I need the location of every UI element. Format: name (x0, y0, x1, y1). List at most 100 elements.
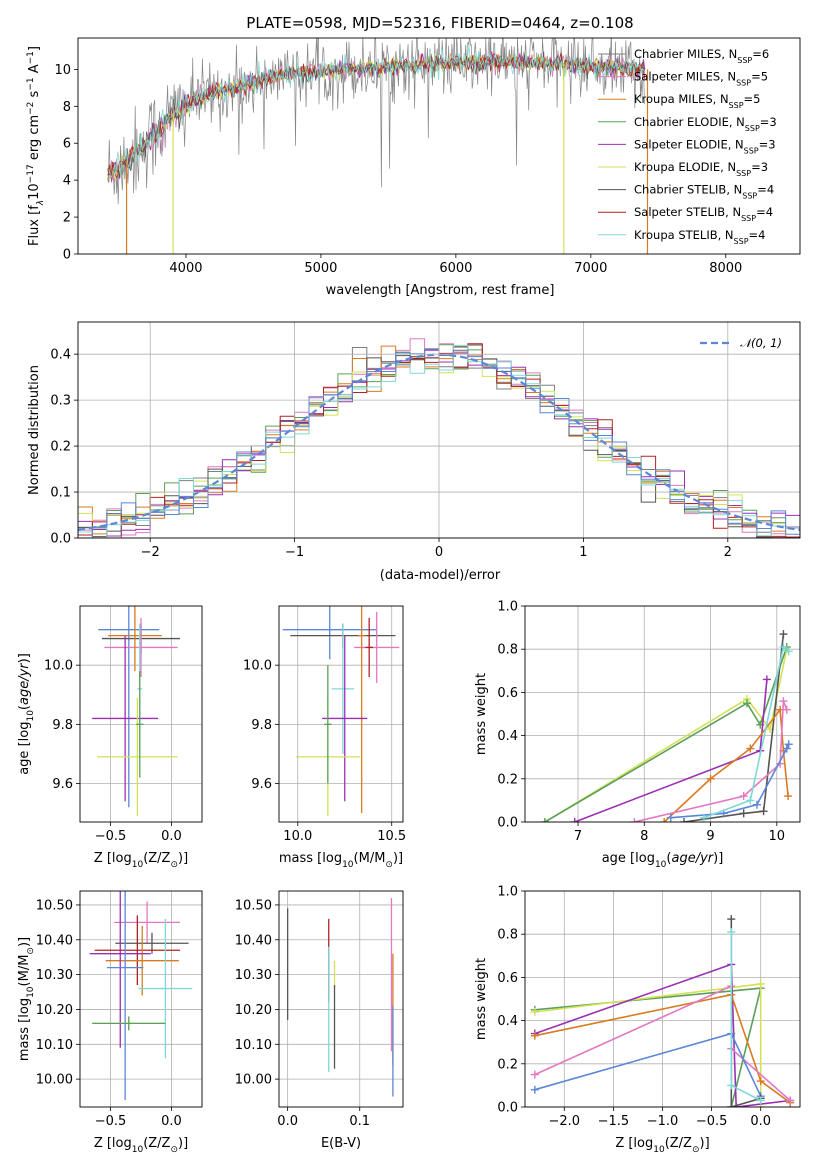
y-tick-label: 1.0 (497, 885, 518, 900)
x-tick-label: −1.5 (598, 1114, 630, 1129)
mass-weight-metallicity-ylabel: mass weight (474, 958, 489, 1040)
y-tick-label: 10.00 (235, 1073, 272, 1088)
weight-series-line (544, 646, 788, 822)
y-tick-label: 0.6 (497, 971, 518, 986)
axes-frame (524, 890, 801, 1108)
legend-label: Salpeter STELIB, NSSP=4 (634, 205, 773, 223)
y-tick-label: 9.8 (52, 718, 73, 733)
y-tick-label: 0.2 (497, 772, 518, 787)
y-tick-label: 9.6 (52, 777, 73, 792)
x-tick-label: −2.0 (548, 1114, 580, 1129)
spectrum-lines (107, 38, 649, 254)
y-tick-label: 10.10 (235, 1038, 272, 1053)
x-tick-label: −1.0 (647, 1114, 679, 1129)
y-tick-label: 0 (63, 248, 71, 263)
y-tick-label: 10.40 (235, 933, 272, 948)
mass-weight-metallicity-xlabel: Z [log10(Z/Z⊙)] (615, 1136, 709, 1155)
x-tick-label: −2 (141, 545, 160, 560)
spectrum-plot-area (107, 38, 649, 254)
y-tick-label: 9.6 (251, 777, 272, 792)
y-tick-label: 6 (63, 137, 71, 152)
axes-frame (79, 605, 203, 823)
x-tick-label: 10.5 (377, 829, 406, 844)
weight-series-line (534, 963, 791, 1107)
mass-vs-extinction-panel: 0.0 0.1 10.00 10.10 10.20 10.30 10.40 10.50 E(B-… (235, 890, 404, 1151)
residual-histogram-panel: −2 −1 0 1 2 0.0 0.1 0.2 0.3 0.4 (data-model)/erro… (27, 321, 801, 583)
legend-label: Kroupa MILES, NSSP=5 (634, 92, 760, 110)
mass-weight-vs-metallicity-panel: −2.0 −1.5 −1.0 −0.5 0.0 0.0 0.2 0.4 0.6 0.8 1.0 Z [… (474, 885, 801, 1155)
weight-lines (530, 915, 795, 1107)
spectrum-legend: Chabrier MILES, NSSP=6 Salpeter MILES, NS… (598, 47, 777, 245)
age-mass-xlabel: mass [log10(M/M⊙)] (279, 851, 403, 870)
legend-label: Kroupa ELODIE, NSSP=3 (634, 160, 768, 178)
weight-lines (540, 630, 793, 822)
y-tick-label: 0.2 (50, 440, 71, 455)
x-tick-label: 9 (706, 829, 714, 844)
y-tick-label: 0.2 (497, 1057, 518, 1072)
x-tick-label: 0.0 (750, 1114, 771, 1129)
axes-frame (278, 890, 404, 1108)
spectrum-panel: PLATE=0598, MJD=52316, FIBERID=0464, z=0… (26, 14, 801, 298)
y-tick-label: 2 (63, 211, 71, 226)
y-tick-label: 0.8 (497, 928, 518, 943)
spectrum-title: PLATE=0598, MJD=52316, FIBERID=0464, z=0… (246, 14, 633, 32)
axes-frame (524, 605, 801, 823)
legend-label: Salpeter ELODIE, NSSP=3 (634, 137, 776, 155)
legend-label: Chabrier ELODIE, NSSP=3 (634, 115, 777, 133)
y-tick-label: 0.4 (50, 348, 71, 363)
y-tick-label: 8 (63, 100, 71, 115)
y-tick-label: 0.8 (497, 643, 518, 658)
histogram-xlabel: (data-model)/error (380, 568, 501, 583)
histogram-axes: −2 −1 0 1 2 0.0 0.1 0.2 0.3 0.4 (50, 321, 801, 560)
y-tick-label: 0.4 (497, 1014, 518, 1029)
y-tick-label: 0.0 (497, 816, 518, 831)
errorbars (287, 897, 394, 1097)
x-tick-label: 8000 (709, 261, 742, 276)
y-tick-label: 0.0 (497, 1101, 518, 1116)
legend-label: Chabrier STELIB, NSSP=4 (634, 183, 774, 201)
mass-metallicity-xlabel: Z [log10(Z/Z⊙)] (94, 1136, 188, 1155)
weight-series-line (683, 634, 785, 822)
age-vs-mass-panel: 10.0 10.5 9.6 9.8 10.0 mass [log10(M/M⊙)] (243, 605, 406, 870)
x-tick-label: 10.0 (283, 829, 312, 844)
mass-weight-age-xlabel: age [log10(age/yr)] (602, 851, 724, 870)
age-metallicity-xlabel: Z [log10(Z/Z⊙)] (94, 851, 188, 870)
y-tick-label: 10.0 (243, 659, 272, 674)
x-tick-label: 8 (640, 829, 648, 844)
mass-extinction-xlabel: E(B-V) (321, 1136, 361, 1151)
y-tick-label: 0.4 (497, 729, 518, 744)
weight-series-line (544, 649, 788, 822)
legend-label: Salpeter MILES, NSSP=5 (634, 70, 768, 88)
x-tick-label: −0.5 (95, 829, 127, 844)
spectrum-series-line (108, 44, 645, 178)
x-tick-label: −0.5 (95, 1114, 127, 1129)
age-vs-metallicity-panel: −0.5 0.0 9.6 9.8 10.0 Z [log10(Z/Z⊙)] age [log… (17, 605, 203, 870)
x-tick-label: 2 (724, 545, 732, 560)
axes-frame (79, 890, 203, 1108)
y-tick-label: 10.20 (235, 1003, 272, 1018)
age-metallicity-ylabel: age [log10(age/yr)] (17, 653, 36, 775)
x-tick-label: 10 (769, 829, 786, 844)
x-tick-label: 1 (579, 545, 587, 560)
y-tick-label: 10.50 (36, 898, 73, 913)
mass-weight-vs-age-panel: 7 8 9 10 0.0 0.2 0.4 0.6 0.8 1.0 age [log10(age/yr… (474, 600, 801, 870)
errorbars (282, 606, 400, 817)
histogram-ylabel: Normed distribution (27, 365, 42, 495)
x-tick-label: 0.0 (277, 1114, 298, 1129)
legend-label: 𝒩(0, 1) (740, 336, 782, 350)
y-tick-label: 10 (54, 63, 71, 78)
spectrum-ylabel: Flux [fλ10−17 erg cm−2 s−1 A−1] (26, 46, 46, 246)
y-tick-label: 9.8 (251, 718, 272, 733)
y-tick-label: 10.40 (36, 933, 73, 948)
weight-series-line (534, 993, 791, 1104)
mass-vs-metallicity-panel: −0.5 0.0 10.00 10.10 10.20 10.30 10.40 10.50 Z [… (17, 890, 203, 1155)
y-tick-label: 4 (63, 174, 71, 189)
y-tick-label: 0.1 (50, 486, 71, 501)
errorbars (89, 891, 193, 1101)
x-tick-label: 7 (574, 829, 582, 844)
mass-metallicity-ylabel: mass [log10(M/M⊙)] (17, 937, 36, 1061)
y-tick-label: 10.30 (235, 968, 272, 983)
x-tick-label: 5000 (304, 261, 337, 276)
y-tick-label: 0.3 (50, 394, 71, 409)
